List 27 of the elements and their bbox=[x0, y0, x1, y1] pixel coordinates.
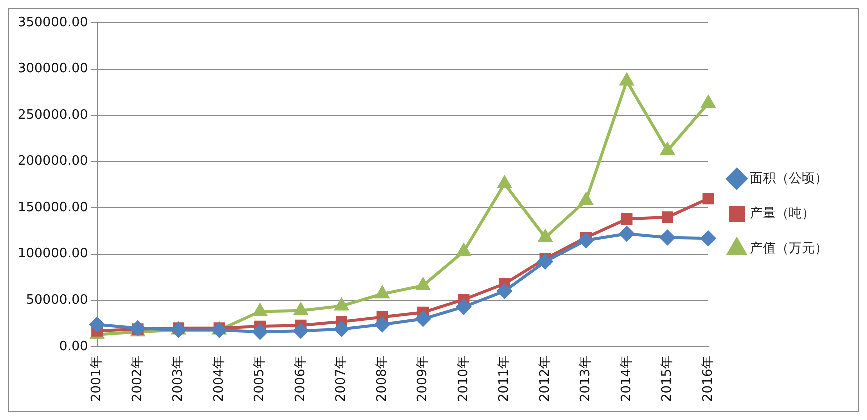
y-tick-label: 200000.00 bbox=[18, 154, 88, 170]
x-tick-label: 2006年 bbox=[293, 356, 308, 402]
x-tick-label: 2009年 bbox=[416, 356, 431, 402]
x-tick-label: 2004年 bbox=[212, 356, 227, 402]
x-tick-label: 2012年 bbox=[538, 356, 553, 402]
x-tick-label: 2001年 bbox=[90, 356, 105, 402]
x-tick-label: 2002年 bbox=[130, 356, 146, 402]
x-tick-label: 2014年 bbox=[619, 356, 634, 402]
x-tick-label: 2005年 bbox=[252, 356, 268, 402]
y-tick-label: 250000.00 bbox=[18, 108, 88, 123]
y-tick-label: 300000.00 bbox=[18, 62, 88, 77]
x-tick-label: 2016年 bbox=[700, 356, 716, 402]
x-tick-label: 2007年 bbox=[334, 356, 350, 402]
x-tick-label: 2003年 bbox=[171, 356, 186, 402]
y-tick-label: 50000.00 bbox=[26, 293, 88, 308]
y-tick-label: 350000.00 bbox=[18, 15, 88, 30]
legend-label: 面积（公顷） bbox=[750, 171, 828, 186]
y-tick-label: 0.00 bbox=[59, 339, 88, 354]
x-tick-label: 2010年 bbox=[456, 356, 472, 402]
x-tick-label: 2015年 bbox=[660, 356, 676, 402]
y-tick-label: 100000.00 bbox=[18, 246, 88, 262]
x-tick-label: 2013年 bbox=[578, 356, 594, 402]
x-tick-label: 2011年 bbox=[497, 356, 512, 402]
y-tick-label: 150000.00 bbox=[18, 200, 88, 216]
x-tick-label: 2008年 bbox=[374, 356, 390, 402]
legend-label: 产量（吨） bbox=[750, 206, 815, 222]
legend-label: 产值（万元） bbox=[750, 241, 828, 256]
